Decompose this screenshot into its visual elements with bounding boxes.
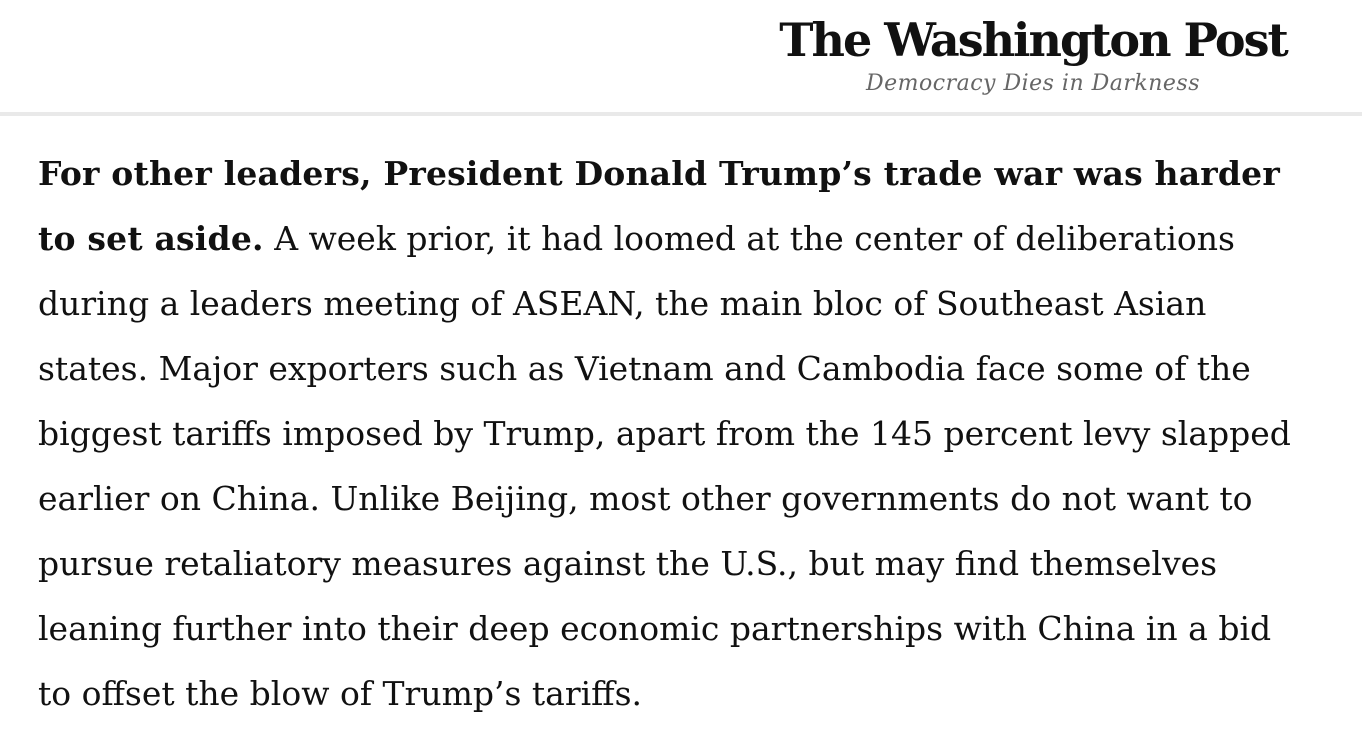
header-divider: [0, 112, 1362, 116]
article-body: For other leaders, President Donald Trum…: [38, 141, 1310, 726]
masthead: The Washington Post Democracy Dies in Da…: [779, 13, 1288, 97]
paragraph-lead-bold: For other leaders, President Donald Trum…: [38, 154, 1280, 258]
article-paragraph: For other leaders, President Donald Trum…: [38, 141, 1310, 726]
washington-post-logo[interactable]: The Washington Post: [779, 13, 1288, 67]
paragraph-text: A week prior, it had loomed at the cente…: [38, 219, 1291, 713]
masthead-tagline: Democracy Dies in Darkness: [865, 71, 1201, 96]
